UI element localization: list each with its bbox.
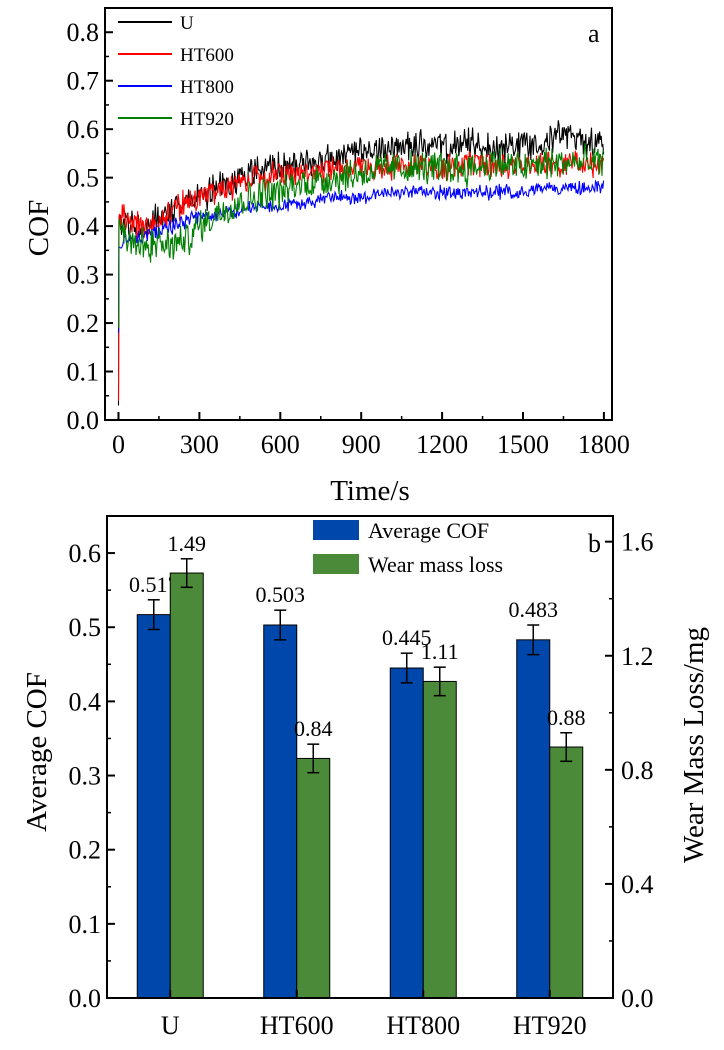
y-tick-label: 0.4 xyxy=(67,212,100,241)
bar-average-cof-u xyxy=(136,614,171,999)
y-tick-label: 0.0 xyxy=(69,984,102,1013)
y-tick-label: 0.5 xyxy=(69,613,102,642)
y-tick-label: 0.6 xyxy=(69,539,102,568)
panel-b-letter: b xyxy=(588,529,601,558)
y-tick-label: 0.0 xyxy=(67,406,100,435)
bar-average-cof-ht920 xyxy=(516,639,551,999)
x-tick-label: 300 xyxy=(180,430,219,459)
bar-wear-mass-loss-ht800 xyxy=(422,680,457,999)
data-label: 1.49 xyxy=(168,531,207,556)
legend-label-u: U xyxy=(180,13,194,34)
data-label: 1.11 xyxy=(421,639,459,664)
legend-label-wear-mass-loss: Wear mass loss xyxy=(368,552,503,577)
y-tick-label: 0.1 xyxy=(67,358,100,387)
x-tick-label: 0 xyxy=(112,430,125,459)
panel-a-cof-vs-time: 0 300 600 900 1200 1500 1800 0.00.10.20.30.40.… xyxy=(23,7,630,507)
panel-a-x-axis: 0 300 600 900 1200 1500 1800 xyxy=(112,412,630,459)
legend-label-ht920: HT920 xyxy=(180,109,234,130)
panel-a-plot-frame xyxy=(104,7,613,421)
panel-a-x-axis-title: Time/s xyxy=(330,475,410,507)
y-right-tick-label: 1.2 xyxy=(621,642,654,671)
bar-wear-mass-loss-ht920 xyxy=(549,746,584,999)
panel-b-legend: Average COF Wear mass loss xyxy=(313,518,503,577)
panel-a-y-axis-title: COF xyxy=(23,200,55,256)
y-tick-label: 0.7 xyxy=(67,67,100,96)
bar-average-cof-ht600 xyxy=(263,624,298,999)
panel-a-legend: U HT600 HT800 HT920 xyxy=(118,13,234,130)
panel-a-series-group xyxy=(117,120,605,406)
panel-b-y-axis-right: 0.0 0.4 0.8 1.2 1.6 xyxy=(605,528,654,1013)
panel-a-letter: a xyxy=(588,19,600,48)
y-tick-label: 0.3 xyxy=(67,261,100,290)
x-tick-label: 600 xyxy=(261,430,300,459)
panel-b-y-axis-left: 0.0 0.1 0.2 0.3 0.4 0.5 0.6 xyxy=(69,515,115,1013)
bar-wear-mass-loss-u xyxy=(169,572,204,999)
bar-wear-mass-loss-ht600 xyxy=(296,757,331,999)
y-tick-label: 0.6 xyxy=(67,115,100,144)
y-tick-label: 0.4 xyxy=(69,687,102,716)
x-tick-label: 1800 xyxy=(578,430,630,459)
y-right-tick-label: 1.6 xyxy=(621,528,654,557)
series-line-ht920 xyxy=(117,142,605,328)
series-line-ht800 xyxy=(117,179,605,333)
x-category-label: HT600 xyxy=(260,1011,334,1040)
y-tick-label: 0.5 xyxy=(67,164,100,193)
x-category-label: HT920 xyxy=(513,1011,587,1040)
panel-b-x-axis: U HT600 HT800 HT920 xyxy=(161,990,587,1040)
data-label: 0.84 xyxy=(294,716,333,741)
y-tick-label: 0.2 xyxy=(67,309,100,338)
panel-b-y-axis-title-right: Wear Mass Loss/mg xyxy=(678,627,710,863)
data-label: 0.445 xyxy=(382,625,432,650)
x-category-label: U xyxy=(161,1011,180,1040)
x-tick-label: 900 xyxy=(342,430,381,459)
y-tick-label: 0.3 xyxy=(69,762,102,791)
legend-label-ht600: HT600 xyxy=(180,45,234,66)
data-label: 0.503 xyxy=(256,582,306,607)
data-label: 0.88 xyxy=(547,705,586,730)
legend-swatch-average-cof xyxy=(313,520,359,540)
data-label: 0.483 xyxy=(509,597,559,622)
panel-b-plot-frame xyxy=(106,515,614,999)
bar-average-cof-ht800 xyxy=(389,667,424,999)
y-tick-label: 0.2 xyxy=(69,836,102,865)
y-tick-label: 0.1 xyxy=(69,910,102,939)
x-category-label: HT800 xyxy=(386,1011,460,1040)
legend-label-average-cof: Average COF xyxy=(368,518,489,543)
legend-label-ht800: HT800 xyxy=(180,77,234,98)
y-right-tick-label: 0.4 xyxy=(621,870,654,899)
y-tick-label: 0.8 xyxy=(67,18,100,47)
legend-swatch-wear-mass-loss xyxy=(313,554,359,574)
x-tick-label: 1500 xyxy=(497,430,549,459)
y-right-tick-label: 0.0 xyxy=(621,984,654,1013)
panel-a-y-axis: 0.0 0.1 0.2 0.3 0.4 0.5 0.6 0.7 0.8 xyxy=(67,7,113,435)
x-tick-label: 1200 xyxy=(416,430,468,459)
panel-b-y-axis-title-left: Average COF xyxy=(21,672,53,832)
y-right-tick-label: 0.8 xyxy=(621,756,654,785)
